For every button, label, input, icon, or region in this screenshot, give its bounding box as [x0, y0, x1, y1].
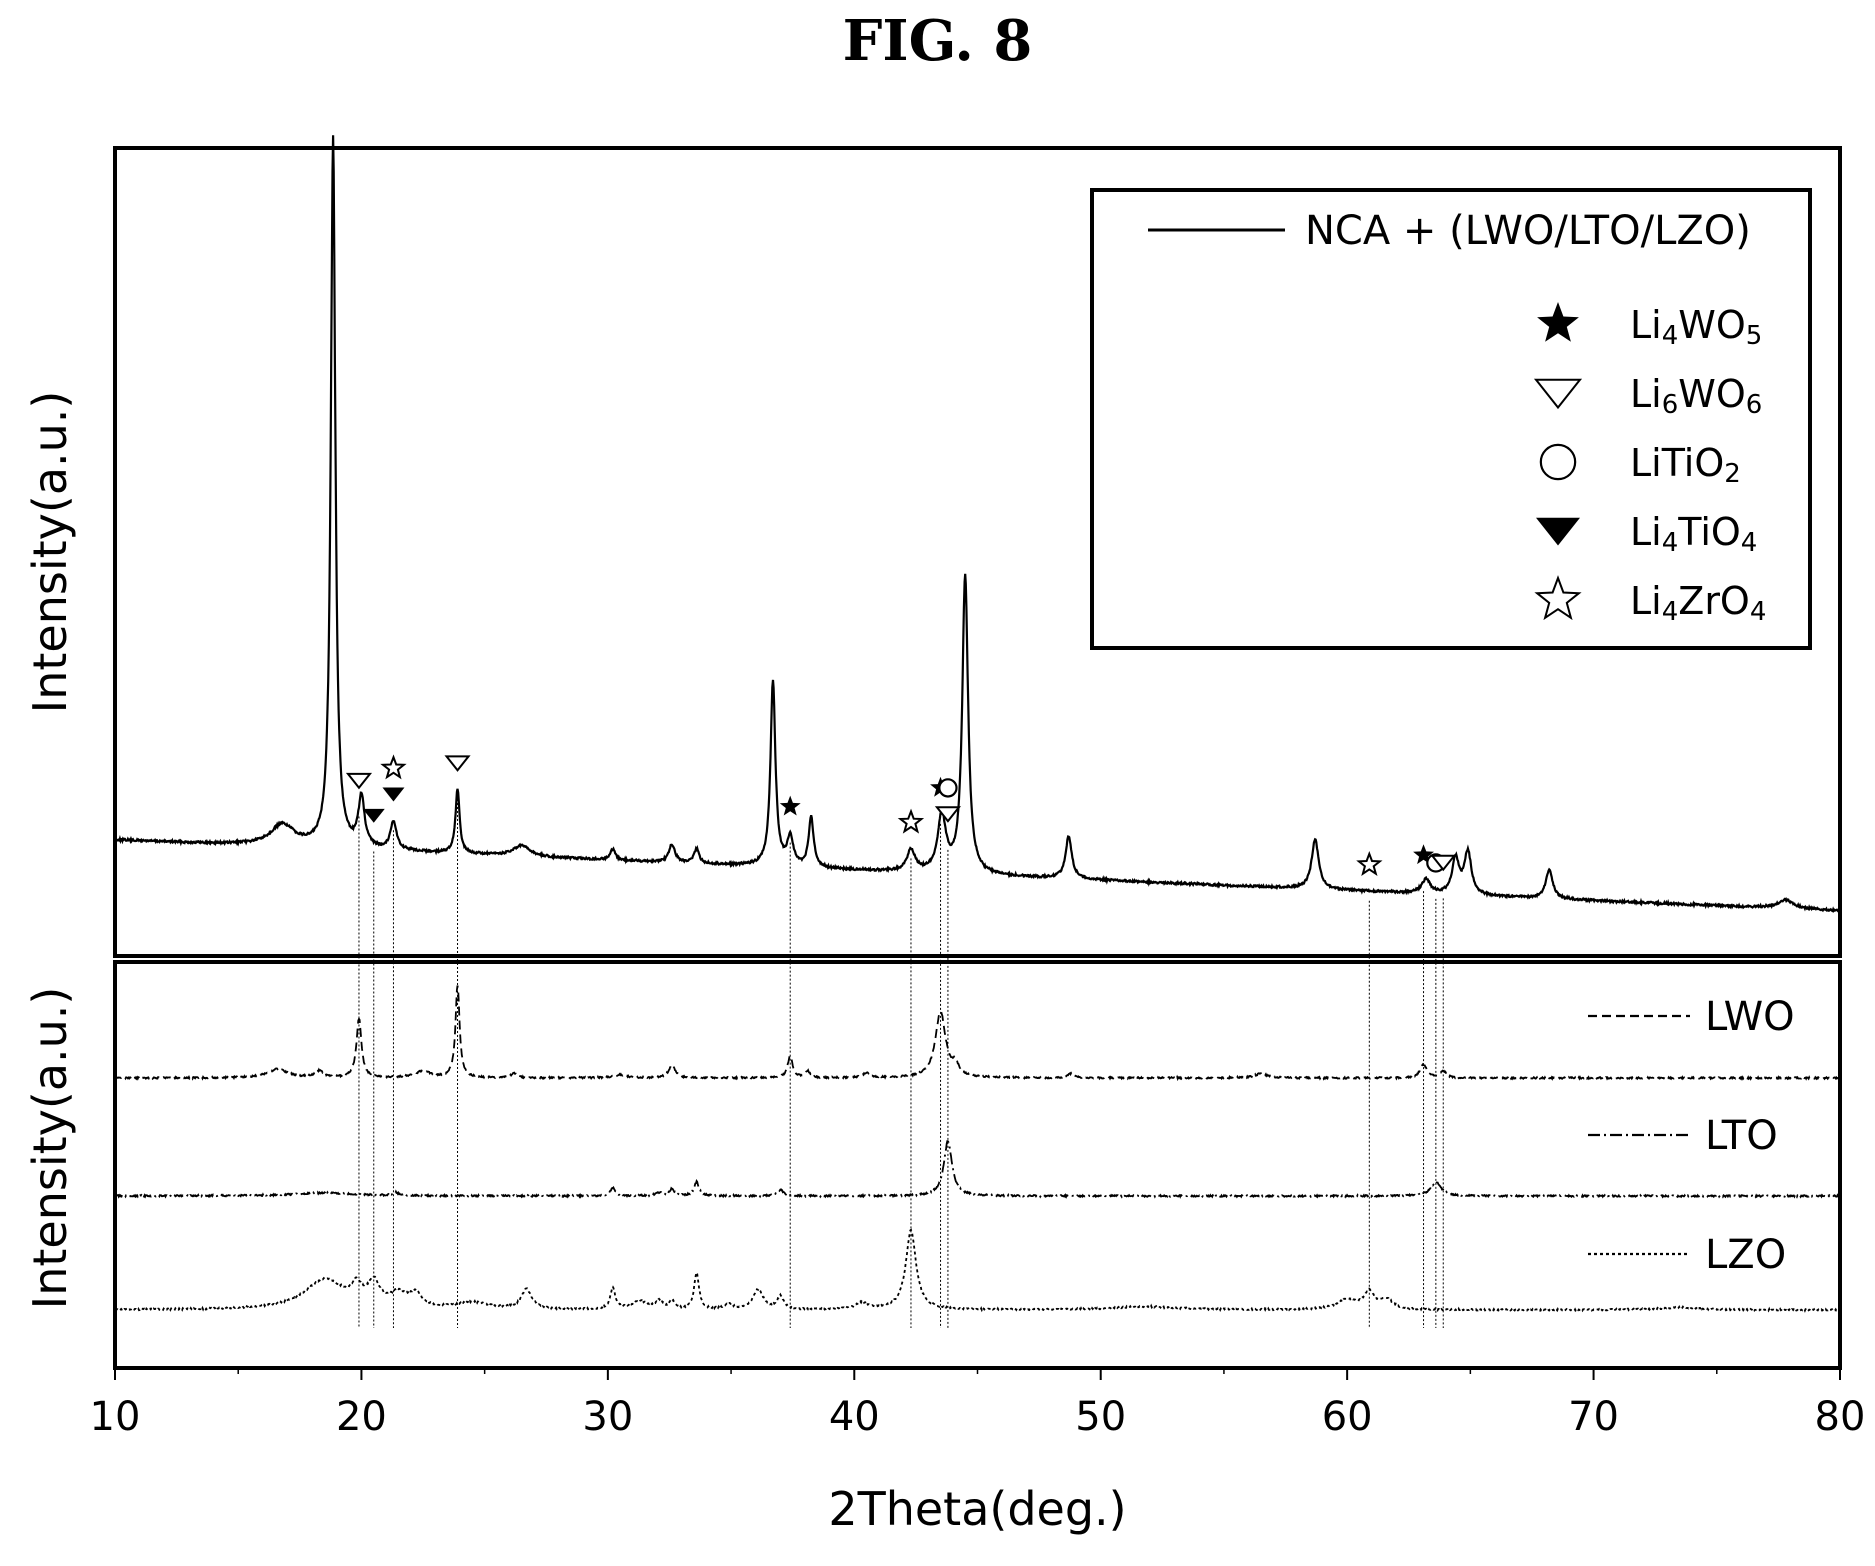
legend-symbol-open-star [1534, 575, 1582, 621]
legend-label-phase: Li4ZrO4 [1630, 579, 1766, 627]
x-tick-label: 50 [1075, 1394, 1126, 1440]
x-tick-label: 10 [90, 1394, 141, 1440]
series-line-lwo [114, 985, 1841, 1082]
legend-label-lzo: LZO [1705, 1232, 1786, 1278]
peak-marker-open-triangle-down [345, 772, 373, 790]
x-axis-title: 2Theta(deg.) [828, 1482, 1126, 1536]
legend-symbol-open-triangle-down [1533, 378, 1583, 410]
x-tick-label: 30 [582, 1394, 633, 1440]
x-tick-label: 40 [829, 1394, 880, 1440]
legend-symbol-open-circle [1539, 443, 1577, 481]
legend-symbol-filled-star [1537, 302, 1579, 342]
y-axis-title-top: Intensity(a.u.) [23, 391, 77, 714]
peak-marker-open-star [897, 808, 925, 834]
x-tick-label: 60 [1322, 1394, 1373, 1440]
peak-marker-filled-triangle-down [362, 808, 385, 823]
legend-label-phase: LiTiO2 [1630, 441, 1741, 489]
peak-marker-open-star [380, 754, 407, 780]
series-line-lto [114, 1140, 1841, 1199]
x-tick-label: 70 [1568, 1394, 1619, 1440]
top-panel-frame [113, 146, 1842, 958]
peak-marker-open-circle [938, 778, 958, 798]
x-tick-label: 80 [1815, 1394, 1866, 1440]
peak-marker-filled-star [779, 795, 801, 816]
series-line-lzo [115, 1228, 1841, 1313]
legend-label-nca: NCA + (LWO/LTO/LZO) [1305, 208, 1751, 254]
legend-label-phase: Li4TiO4 [1630, 510, 1757, 558]
legend-box [1090, 188, 1812, 650]
legend-label-phase: Li4WO5 [1630, 303, 1762, 351]
peak-marker-filled-star [1413, 844, 1434, 865]
peak-marker-filled-triangle-down [382, 787, 405, 802]
peak-marker-open-triangle-down [1430, 854, 1457, 872]
peak-marker-open-triangle-down [934, 806, 961, 823]
legend-symbol-filled-triangle-down [1536, 517, 1580, 546]
legend-label-phase: Li6WO6 [1630, 372, 1762, 420]
peak-marker-open-triangle-down [444, 755, 471, 772]
y-axis-title-bottom: Intensity(a.u.) [23, 987, 77, 1310]
series-line-nca [114, 135, 1841, 913]
x-tick-label: 20 [336, 1394, 387, 1440]
legend-label-lto: LTO [1705, 1113, 1778, 1159]
peak-marker-open-star [1356, 850, 1383, 877]
legend-label-lwo: LWO [1705, 994, 1795, 1040]
figure-title: FIG. 8 [842, 8, 1033, 74]
